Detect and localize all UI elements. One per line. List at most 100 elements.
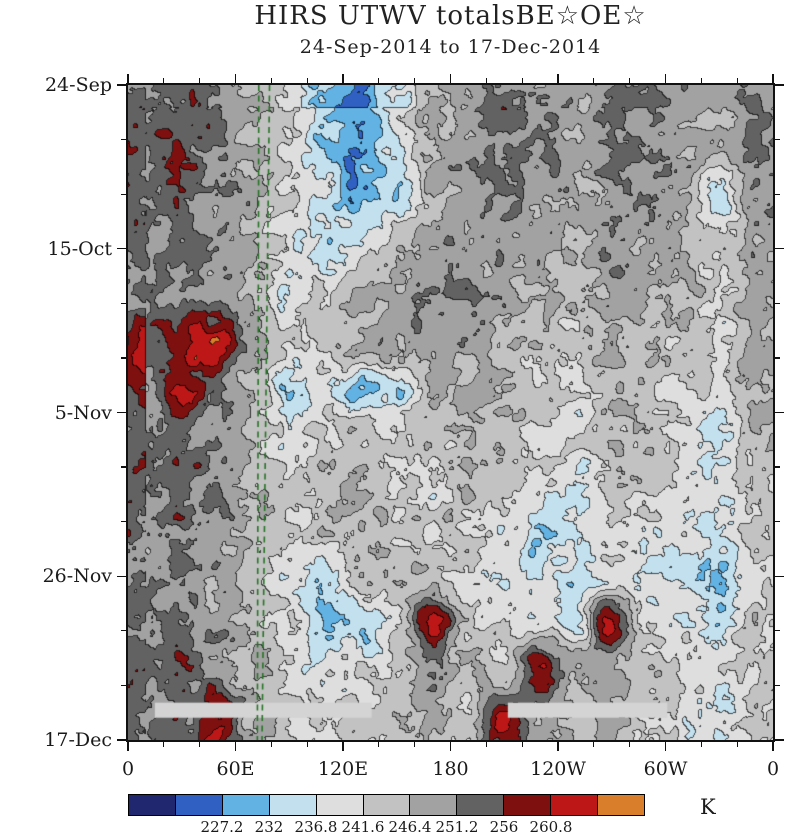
x-axis-minor-tick-top bbox=[163, 78, 165, 83]
x-axis-major-tick-top bbox=[772, 74, 774, 83]
y-axis-label: 24-Sep bbox=[44, 74, 112, 96]
x-axis-major-tick bbox=[449, 742, 452, 751]
x-axis-major-tick-top bbox=[664, 74, 667, 83]
colorbar-segment-9 bbox=[551, 795, 599, 815]
x-axis-label: 60E bbox=[216, 758, 255, 780]
x-axis-major-tick-top bbox=[557, 74, 559, 83]
y-axis-major-tick-right bbox=[775, 739, 784, 741]
x-axis-major-tick-top bbox=[234, 74, 237, 83]
x-axis-minor-tick bbox=[629, 742, 631, 747]
x-axis-major-tick-top bbox=[449, 74, 452, 83]
x-axis-major-tick-top bbox=[127, 74, 129, 83]
x-axis-minor-tick-top bbox=[485, 78, 487, 83]
x-axis-label: 180 bbox=[432, 758, 469, 780]
x-axis-minor-tick-top bbox=[521, 78, 523, 83]
x-axis-minor-tick bbox=[414, 742, 416, 747]
colorbar-tick-label: 236.8 bbox=[294, 818, 338, 835]
y-axis-minor-tick-right bbox=[775, 521, 780, 523]
y-axis-minor-tick bbox=[121, 521, 126, 523]
x-axis-minor-tick-top bbox=[736, 78, 738, 83]
y-axis-minor-tick bbox=[121, 138, 126, 141]
x-axis-minor-tick bbox=[306, 742, 308, 747]
x-axis-minor-tick bbox=[199, 742, 201, 747]
colorbar-segment-7 bbox=[457, 795, 505, 815]
colorbar-segment-3 bbox=[269, 795, 317, 815]
x-axis-label: 60W bbox=[643, 758, 688, 780]
x-axis-major-tick bbox=[772, 742, 774, 751]
colorbar bbox=[128, 794, 645, 816]
y-axis-major-tick-right bbox=[775, 84, 784, 86]
x-axis-minor-tick-top bbox=[700, 78, 702, 83]
y-axis-label: 26-Nov bbox=[42, 565, 112, 588]
y-axis-label: 5-Nov bbox=[54, 401, 112, 424]
y-axis-minor-tick-right bbox=[775, 630, 780, 632]
x-axis-minor-tick-top bbox=[199, 78, 201, 83]
colorbar-tick-label: 227.2 bbox=[200, 818, 244, 835]
colorbar-tick-label: 246.4 bbox=[388, 818, 432, 835]
y-axis-major-tick-right bbox=[775, 575, 784, 577]
y-axis-label: 15-Oct bbox=[47, 237, 112, 260]
x-axis-minor-tick bbox=[700, 742, 702, 747]
x-axis-minor-tick-top bbox=[629, 78, 631, 83]
x-axis-major-tick-top bbox=[342, 74, 344, 83]
y-axis-minor-tick-right bbox=[775, 138, 780, 141]
x-axis-minor-tick-top bbox=[306, 78, 308, 83]
colorbar-segment-1 bbox=[175, 795, 223, 815]
y-axis-minor-tick bbox=[121, 193, 126, 195]
y-axis-minor-tick-right bbox=[775, 357, 780, 359]
y-axis-minor-tick-right bbox=[775, 302, 780, 304]
y-axis-major-tick-right bbox=[775, 248, 784, 250]
colorbar-segment-10 bbox=[598, 795, 644, 815]
y-axis-major-tick bbox=[117, 575, 126, 577]
colorbar-tick-label: 241.6 bbox=[341, 818, 385, 835]
y-axis-minor-tick-right bbox=[775, 466, 780, 468]
x-axis-minor-tick bbox=[378, 742, 380, 747]
colorbar-segment-4 bbox=[316, 795, 364, 815]
colorbar-segment-6 bbox=[410, 795, 458, 815]
colorbar-segment-2 bbox=[222, 795, 270, 815]
x-axis-minor-tick bbox=[485, 742, 487, 747]
y-axis-minor-tick bbox=[121, 302, 126, 304]
x-axis-major-tick bbox=[557, 742, 559, 751]
x-axis-minor-tick-top bbox=[270, 78, 272, 83]
x-axis-major-tick bbox=[342, 742, 344, 751]
y-axis-minor-tick bbox=[121, 630, 126, 632]
colorbar-segment-5 bbox=[363, 795, 411, 815]
x-axis-minor-tick bbox=[163, 742, 165, 747]
y-axis-minor-tick-right bbox=[775, 193, 780, 195]
plot-frame bbox=[126, 83, 775, 742]
x-axis-minor-tick bbox=[593, 742, 595, 747]
x-axis-major-tick bbox=[234, 742, 237, 751]
x-axis-label: 0 bbox=[121, 758, 135, 780]
x-axis-label: 120E bbox=[317, 758, 369, 780]
colorbar-tick-label: 260.8 bbox=[529, 818, 573, 835]
y-axis-minor-tick-right bbox=[775, 684, 780, 686]
x-axis-major-tick bbox=[127, 742, 129, 751]
colorbar-tick-label: 232 bbox=[254, 818, 284, 835]
x-axis-minor-tick-top bbox=[593, 78, 595, 83]
y-axis-minor-tick bbox=[121, 684, 126, 686]
x-axis-minor-tick bbox=[521, 742, 523, 747]
y-axis-label: 17-Dec bbox=[44, 729, 112, 751]
y-axis-major-tick bbox=[117, 739, 126, 741]
y-axis-minor-tick bbox=[121, 466, 126, 468]
y-axis-major-tick bbox=[117, 84, 126, 86]
x-axis-minor-tick-top bbox=[378, 78, 380, 83]
x-axis-label: 120W bbox=[530, 758, 586, 780]
colorbar-tick-label: 251.2 bbox=[435, 818, 479, 835]
x-axis-minor-tick bbox=[736, 742, 738, 747]
colorbar-unit-label: K bbox=[700, 795, 716, 819]
heatmap-canvas bbox=[128, 85, 773, 740]
x-axis-minor-tick-top bbox=[414, 78, 416, 83]
chart-subtitle: 24-Sep-2014 to 17-Dec-2014 bbox=[299, 36, 602, 58]
colorbar-tick-label: 256 bbox=[489, 818, 519, 835]
colorbar-segment-0 bbox=[129, 795, 176, 815]
colorbar-segment-8 bbox=[504, 795, 552, 815]
y-axis-major-tick-right bbox=[775, 411, 784, 414]
x-axis-major-tick bbox=[664, 742, 667, 751]
y-axis-minor-tick bbox=[121, 357, 126, 359]
x-axis-minor-tick bbox=[270, 742, 272, 747]
y-axis-major-tick bbox=[117, 411, 126, 414]
x-axis-label: 0 bbox=[766, 758, 780, 780]
